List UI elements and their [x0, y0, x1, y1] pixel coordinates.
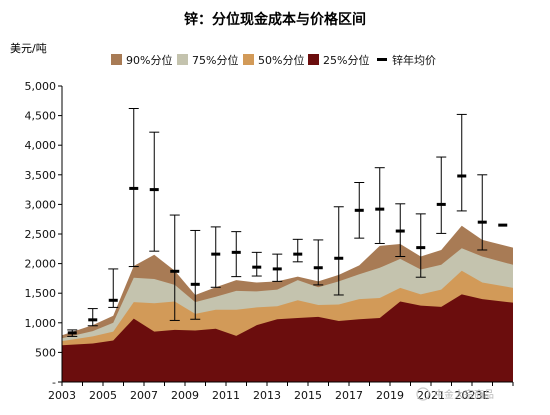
- avg-price-marker: [108, 298, 118, 302]
- x-tick-label: 2009: [171, 389, 199, 402]
- y-tick-label: 1,500: [25, 287, 57, 300]
- x-tick-label: 2007: [130, 389, 158, 402]
- avg-price-marker: [334, 256, 344, 260]
- y-tick-label: 4,500: [25, 110, 57, 123]
- avg-price-marker: [88, 318, 98, 322]
- axes: 5,000 4,500 4,000 3,500 3,000 2,500 2,000 1,500…: [25, 80, 514, 402]
- avg-price-marker: [231, 250, 241, 254]
- legend-label: 锌年均价: [392, 53, 436, 67]
- avg-price-marker: [457, 174, 467, 178]
- avg-price-marker: [313, 266, 323, 270]
- y-tick-label: 500: [35, 346, 56, 359]
- avg-price-marker: [375, 207, 385, 211]
- x-tick-label: 2019: [376, 389, 404, 402]
- avg-price-marker: [416, 246, 426, 250]
- x-tick-label: 2013: [253, 389, 281, 402]
- y-tick-label: -: [52, 376, 56, 389]
- x-tick-label: 2023E: [455, 389, 490, 402]
- avg-price-marker: [67, 331, 77, 335]
- avg-price-marker: [190, 282, 200, 286]
- avg-price-marker: [395, 229, 405, 233]
- avg-price-marker: [170, 269, 180, 273]
- avg-price-marker: [477, 220, 487, 224]
- price-range-group: [67, 107, 508, 337]
- x-tick-label: 2011: [212, 389, 240, 402]
- wechat-icon: [416, 387, 430, 401]
- y-tick-label: 2,500: [25, 228, 57, 241]
- avg-price-marker: [498, 223, 508, 227]
- y-tick-label: 1,000: [25, 317, 57, 330]
- watermark: 中金大宗商品: [416, 387, 494, 401]
- legend-label: 25%分位: [323, 53, 369, 67]
- legend-label: 50%分位: [258, 53, 304, 67]
- avg-price-marker: [272, 267, 282, 271]
- legend-swatch: [177, 54, 188, 65]
- avg-price-marker: [129, 186, 139, 190]
- area-series-group: [62, 225, 513, 382]
- chart-title: 锌：分位现金成本与价格区间: [184, 11, 366, 28]
- y-tick-label: 3,500: [25, 169, 57, 182]
- watermark-text: 中金大宗商品: [434, 388, 494, 401]
- legend-swatch: [243, 54, 254, 65]
- legend-marker: [377, 58, 387, 61]
- x-tick-label: 2003: [48, 389, 76, 402]
- legend-label: 75%分位: [192, 53, 238, 67]
- legend-swatch: [308, 54, 319, 65]
- x-tick-label: 2017: [335, 389, 363, 402]
- avg-price-marker: [354, 208, 364, 212]
- x-tick-label: 2021: [417, 389, 445, 402]
- avg-price-marker: [149, 188, 159, 192]
- avg-price-marker: [293, 252, 303, 256]
- avg-price-marker: [211, 252, 221, 256]
- avg-price-marker: [436, 202, 446, 206]
- x-tick-label: 2015: [294, 389, 322, 402]
- y-tick-label: 4,000: [25, 139, 57, 152]
- x-tick-label: 2005: [89, 389, 117, 402]
- legend: 90%分位 75%分位 50%分位 25%分位 锌年均价: [111, 53, 436, 67]
- y-tick-label: 2,000: [25, 258, 57, 271]
- y-tick-label: 5,000: [25, 80, 57, 93]
- avg-price-marker: [252, 265, 262, 269]
- y-tick-label: 3,000: [25, 198, 57, 211]
- area-series-4: [62, 294, 513, 382]
- legend-swatch: [111, 54, 122, 65]
- legend-label: 90%分位: [126, 53, 172, 67]
- y-axis-unit: 美元/吨: [10, 42, 47, 55]
